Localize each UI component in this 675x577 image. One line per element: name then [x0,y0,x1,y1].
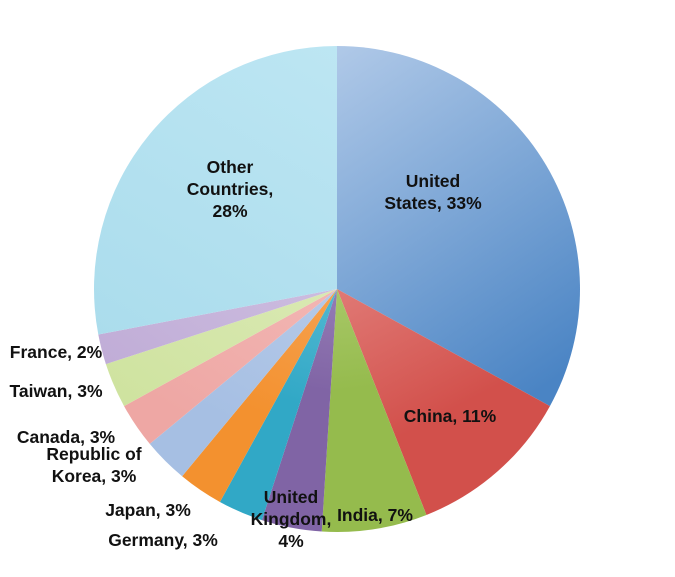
pie-labels: United States, 33%China, 11%India, 7%Unit… [9,157,496,551]
pie-label-united-kingdom: United Kingdom, 4% [251,487,332,551]
pie-slice-france [98,289,337,365]
pie-label-line: China, 11% [404,406,497,426]
pie-label-line: United [406,171,460,191]
pie-label-line: Countries, [187,179,274,199]
pie-label-line: 4% [278,531,304,551]
pie-slice-united-kingdom [261,289,337,532]
pie-label-india: India, 7% [337,505,413,525]
pie-label-france: France, 2% [10,342,103,362]
pie-slice-other-countries [93,46,337,335]
pie-label-line: 28% [212,201,247,221]
pie-label-china: China, 11% [404,406,497,426]
pie-label-canada: Canada, 3% [17,427,116,447]
pie-label-united-states: United States, 33% [384,171,482,213]
pie-label-line: Other [207,157,254,177]
pie-slice-canada [124,289,337,444]
pie-label-line: Republic of [46,444,141,464]
pie-label-germany: Germany, 3% [108,530,218,550]
pie-label-other-countries: Other Countries, 28% [187,157,274,221]
pie-label-line: Taiwan, 3% [9,381,102,401]
pie-label-line: Kingdom, [251,509,332,529]
pie-label-line: States, 33% [384,193,482,213]
pie-label-line: India, 7% [337,505,413,525]
pie-slice-india [321,289,427,533]
pie-slice-united-states [337,46,580,407]
pie-label-republic-of-korea: Republic of Korea, 3% [46,444,141,486]
pie-label-japan: Japan, 3% [105,500,191,520]
pie-label-line: Japan, 3% [105,500,191,520]
pie-slice-taiwan [105,289,337,407]
pie-slice-japan [182,289,337,502]
pie-label-line: Canada, 3% [17,427,116,447]
pie-label-line: United [264,487,318,507]
pie-label-taiwan: Taiwan, 3% [9,381,102,401]
pie-label-line: France, 2% [10,342,103,362]
pie-slice-republic-of-korea [149,289,337,477]
pie-label-line: Korea, 3% [52,466,137,486]
pie-slice-germany [219,289,337,521]
pie-label-line: Germany, 3% [108,530,218,550]
pie-slice-china [337,289,550,515]
pie-slices [93,46,580,533]
